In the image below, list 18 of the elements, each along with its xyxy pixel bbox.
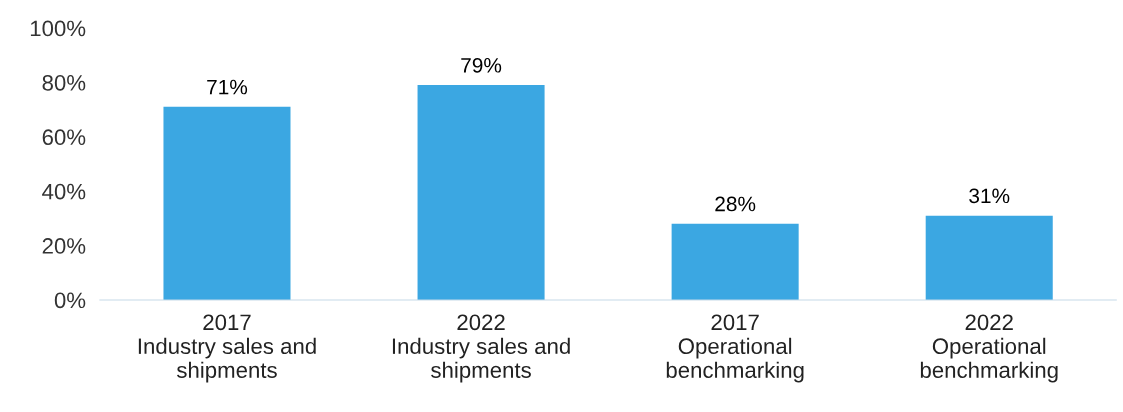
x-tick-label: 2017 Industry sales and shipments xyxy=(138,314,316,383)
y-tick-label: 60% xyxy=(42,129,86,146)
x-tick-label: 2017 Operational benchmarking xyxy=(666,314,804,383)
data-label: 31% xyxy=(969,188,1010,204)
bar xyxy=(417,85,545,300)
bar xyxy=(671,223,799,300)
bar xyxy=(925,215,1053,300)
bar xyxy=(163,106,291,300)
y-tick-label: 100% xyxy=(30,20,86,37)
data-label: 71% xyxy=(207,79,248,95)
x-tick-label: 2022 Operational benchmarking xyxy=(920,314,1058,383)
y-tick-label: 40% xyxy=(42,183,86,200)
data-label: 28% xyxy=(715,196,756,212)
x-tick-label: 2022 Industry sales and shipments xyxy=(392,314,570,383)
y-tick-label: 0% xyxy=(54,292,86,309)
y-tick-label: 80% xyxy=(42,74,86,91)
data-label: 79% xyxy=(461,57,502,73)
y-tick-label: 20% xyxy=(42,238,86,254)
